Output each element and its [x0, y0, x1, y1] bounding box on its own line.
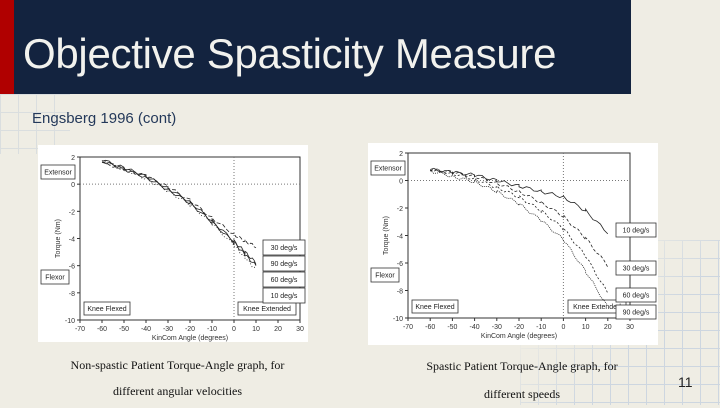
x-tick-label: 0: [561, 324, 565, 331]
knee-flexed-annotation-label: Knee Flexed: [415, 304, 454, 311]
x-tick-label: -20: [185, 326, 195, 333]
x-tick-label: 30: [296, 326, 304, 333]
flexor-annotation-label: Flexor: [45, 275, 65, 282]
knee-flexed-annotation-label: Knee Flexed: [87, 306, 126, 313]
legend-entry: [615, 304, 657, 320]
x-axis-label: KinCom Angle (degrees): [481, 333, 557, 340]
background-grid-pattern: [0, 94, 70, 154]
x-tick-label: 0: [232, 326, 236, 333]
x-tick-label: -40: [470, 324, 480, 331]
legend-entry-label: 60 deg/s: [623, 293, 650, 300]
series-line: [101, 159, 257, 265]
x-tick-label: -10: [207, 326, 217, 333]
knee-flexed-annotation: [83, 301, 131, 316]
flexor-annotation-label: Flexor: [375, 273, 395, 280]
y-tick-label: 2: [71, 155, 75, 162]
chart-canvas: -70 -60 -50 -40 -30 -20 -10 0 10 20 3020-2-4-6-8-1…: [40, 155, 306, 342]
legend-entry: [262, 255, 306, 272]
caption-line: different angular velocities: [112, 384, 243, 398]
spastic-torque-angle-chart: -70 -60 -50 -40 -30 -20 -10 0 10 20 30 2 0 -2 -4 -6 -8 -1…: [368, 143, 658, 345]
plot-frame: [407, 152, 631, 319]
x-tick-label: 10: [252, 326, 260, 333]
legend-entry-label: 60 deg/s: [271, 277, 298, 284]
x-axis-label: KinCom Angle (degrees): [152, 335, 228, 342]
legend-entry-label: 90 deg/s: [623, 310, 650, 317]
legend-entry: [262, 287, 306, 304]
x-tick-label: -50: [447, 324, 457, 331]
x-tick-label: -10: [536, 324, 546, 331]
page-number: 11: [678, 374, 693, 390]
y-axis-label: Torque (Nm): [55, 219, 62, 258]
x-tick-label: -70: [75, 326, 85, 333]
x-tick-label: 30: [626, 324, 634, 331]
legend-entry-label: 10 deg/s: [623, 228, 650, 235]
series-line: [429, 169, 609, 306]
x-tick-label: -20: [514, 324, 524, 331]
flexor-annotation: [40, 269, 70, 285]
caption-line: different speeds: [483, 387, 561, 401]
slide-subtitle: Engsberg 1996 (cont): [32, 110, 177, 127]
y-tick-label: -4: [397, 234, 403, 241]
non-spastic-torque-angle-chart: -70 -60 -50 -40 -30 -20 -10 0 10 20 30 2 0 -2 -4 -6 -8 -1…: [38, 145, 308, 342]
series-line: [101, 161, 257, 266]
x-tick-label: -50: [119, 326, 129, 333]
left-figure-caption: Non-spastic Patient Torque-Angle graph, …: [40, 352, 315, 404]
y-tick-label: -8: [397, 289, 403, 296]
title-bar: [0, 0, 631, 94]
y-tick-label: -6: [69, 264, 75, 271]
caption-line: Spastic Patient Torque-Angle graph, for: [426, 359, 618, 373]
extensor-annotation-label: Extensor: [44, 170, 72, 177]
series-line: [430, 168, 609, 268]
y-tick-label: -10: [65, 318, 75, 325]
legend-entry: [615, 287, 657, 303]
legend-entry-label: 90 deg/s: [271, 261, 298, 268]
series-line: [101, 160, 257, 269]
x-tick-label: -30: [492, 324, 502, 331]
y-tick-label: -4: [69, 237, 75, 244]
legend-entry: [615, 260, 657, 276]
knee-flexed-annotation: [411, 299, 459, 314]
y-tick-label: 2: [399, 151, 403, 158]
accent-stripe: [0, 0, 14, 94]
series-line: [430, 169, 609, 294]
caption-line: Non-spastic Patient Torque-Angle graph, …: [70, 358, 285, 372]
legend-entry: [262, 239, 306, 256]
legend-entry: [262, 271, 306, 288]
x-tick-label: 10: [582, 324, 590, 331]
y-tick-label: -10: [393, 316, 403, 323]
series-line: [430, 167, 609, 235]
x-tick-label: -60: [97, 326, 107, 333]
y-axis-label: Torque (Nm): [383, 216, 390, 255]
flexor-annotation: [370, 267, 400, 283]
x-tick-label: -40: [141, 326, 151, 333]
knee-extended-annotation-label: Knee Extended: [243, 306, 291, 313]
legend-entry-label: 30 deg/s: [623, 266, 650, 273]
y-tick-label: -6: [397, 261, 403, 268]
extensor-annotation: [370, 160, 406, 176]
y-tick-label: -8: [69, 291, 75, 298]
y-tick-label: -2: [397, 206, 403, 213]
slide-title: Objective Spasticity Measure: [23, 30, 557, 77]
legend-entry-label: 30 deg/s: [271, 245, 298, 252]
x-tick-label: 20: [274, 326, 282, 333]
x-tick-label: -30: [163, 326, 173, 333]
extensor-annotation-label: Extensor: [374, 166, 402, 173]
legend-entry-label: 10 deg/s: [271, 293, 298, 300]
x-tick-label: 20: [604, 324, 612, 331]
series-line: [101, 161, 257, 249]
legend-entry: [615, 222, 657, 238]
knee-extended-annotation-label: Knee Extended: [573, 304, 621, 311]
x-tick-label: -60: [425, 324, 435, 331]
chart-canvas: -70 -60 -50 -40 -30 -20 -10 0 10 20 3020-2-4-6-8-1…: [370, 151, 657, 340]
y-tick-label: -2: [69, 209, 75, 216]
y-tick-label: 0: [71, 182, 75, 189]
y-tick-label: 0: [399, 179, 403, 186]
x-tick-label: -70: [403, 324, 413, 331]
right-figure-caption: Spastic Patient Torque-Angle graph, for …: [402, 352, 642, 408]
extensor-annotation: [40, 164, 76, 180]
